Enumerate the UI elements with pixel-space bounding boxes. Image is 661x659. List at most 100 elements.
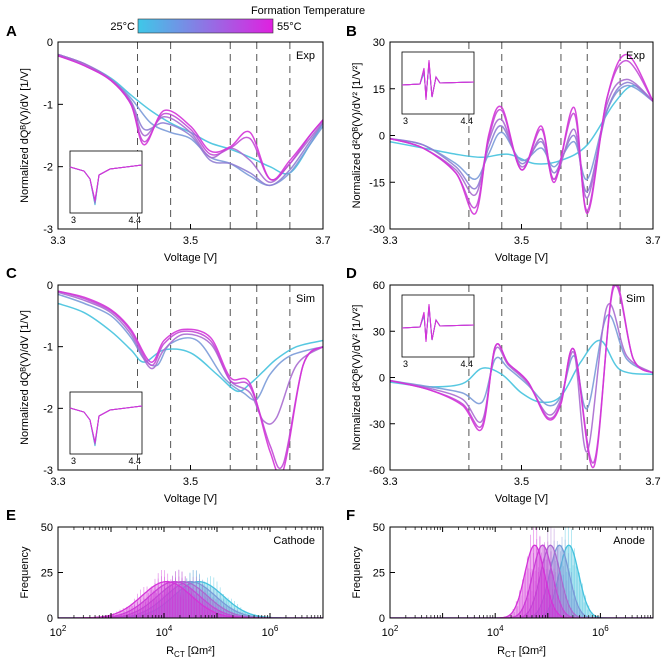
x-tick-base: 10 — [262, 627, 274, 639]
x-tick-label: 3.7 — [315, 476, 330, 488]
x-axis-label-sub: CT — [174, 650, 185, 659]
x-tick-label: 102 — [50, 624, 67, 639]
series-line — [390, 314, 653, 410]
plot-area — [390, 527, 653, 618]
inset-x-tick-label: 3 — [71, 215, 76, 225]
inset-frame — [401, 294, 475, 358]
x-tick-label: 104 — [487, 624, 504, 639]
series-area — [58, 581, 323, 618]
x-tick-label: 3.7 — [645, 235, 660, 247]
panels-container: A 3.3 3.5 3.7 -3 -2 -1 0 Voltage [V] Normalized d… — [6, 23, 661, 659]
y-tick-label: -2 — [43, 162, 53, 174]
x-tick-label: 3.5 — [183, 476, 198, 488]
y-tick-label: -30 — [369, 224, 385, 236]
series-line — [390, 81, 653, 193]
y-tick-label: 50 — [41, 522, 53, 534]
inset-series-line — [69, 164, 143, 201]
panel-letter: C — [6, 265, 17, 282]
x-tick-label: 3.5 — [183, 235, 198, 247]
y-tick-label: -60 — [369, 465, 385, 477]
fit-curve — [390, 544, 653, 618]
y-tick-label: 60 — [373, 280, 385, 292]
inset-x-tick-label: 4.4 — [128, 456, 141, 466]
panel-d: D 3.3 3.5 3.7 -60 -30 0 30 60 Voltage [V] Normaliz… — [346, 265, 661, 505]
x-tick-label: 106 — [592, 624, 609, 639]
panel-letter: F — [346, 507, 355, 524]
x-tick-exponent: 6 — [604, 624, 609, 633]
x-tick-exponent: 2 — [394, 624, 399, 633]
legend-high-label: 55°C — [277, 21, 302, 33]
x-tick-label: 3.3 — [382, 476, 397, 488]
plot-area — [58, 53, 323, 187]
series-line — [58, 302, 323, 393]
y-tick-label: 0 — [47, 613, 53, 625]
x-tick-base: 10 — [487, 627, 499, 639]
inset-x-tick-label: 4.4 — [460, 116, 473, 126]
x-tick-label: 102 — [382, 624, 399, 639]
y-tick-label: 0 — [47, 280, 53, 292]
panel-annotation: Anode — [613, 535, 645, 547]
panel-annotation: Exp — [296, 50, 315, 62]
y-tick-label: 0 — [379, 373, 385, 385]
series-line — [58, 55, 323, 181]
panel-a: A 3.3 3.5 3.7 -3 -2 -1 0 Voltage [V] Normalized d… — [6, 23, 331, 264]
x-axis-label-unit: [Ωm²] — [188, 645, 215, 657]
x-tick-exponent: 6 — [274, 624, 279, 633]
inset-frame — [69, 391, 143, 455]
x-tick-label: 106 — [262, 624, 279, 639]
y-tick-label: 25 — [41, 568, 53, 580]
x-axis-label: RCT [Ωm²] — [166, 645, 215, 659]
panel-annotation: Sim — [296, 293, 315, 305]
x-tick-label: 3.5 — [514, 235, 529, 247]
fit-curve — [58, 580, 323, 618]
legend-title: Formation Temperature — [251, 5, 365, 17]
y-tick-label: 50 — [373, 522, 385, 534]
x-axis-label: Voltage [V] — [495, 493, 548, 505]
x-axis-label-main: R — [166, 645, 174, 657]
y-tick-label: -1 — [43, 99, 53, 111]
x-axis-label: Voltage [V] — [495, 252, 548, 264]
inset-frame — [401, 51, 475, 115]
y-axis-label: Normalized dQᴮ(V)/dV [1/V] — [19, 68, 31, 203]
series-line — [390, 339, 653, 404]
x-tick-exponent: 2 — [62, 624, 67, 633]
y-tick-label: -15 — [369, 177, 385, 189]
series-area — [58, 581, 323, 618]
series-line — [58, 290, 323, 470]
y-axis-label: Frequency — [19, 546, 31, 598]
inset-plot: 3 4.4 — [401, 294, 475, 369]
y-tick-label: -3 — [43, 224, 53, 236]
fit-curve — [390, 544, 653, 618]
x-axis-label: Voltage [V] — [164, 493, 217, 505]
y-axis-label: Normalized dQᴮ(V)/dV [1/V] — [19, 310, 31, 445]
x-tick-label: 104 — [156, 624, 173, 639]
plot-area — [58, 569, 323, 618]
panel-letter: A — [6, 23, 17, 40]
panel-letter: D — [346, 265, 357, 282]
y-tick-label: -2 — [43, 403, 53, 415]
x-axis-label-unit: [Ωm²] — [519, 645, 546, 657]
series-line — [390, 84, 653, 165]
x-tick-label: 3.5 — [514, 476, 529, 488]
panel-annotation: Sim — [626, 293, 645, 305]
inset-series-line — [401, 303, 475, 343]
series-line — [58, 291, 323, 425]
x-tick-label: 3.7 — [315, 235, 330, 247]
inset-x-tick-label: 3 — [403, 116, 408, 126]
plot-area — [390, 285, 653, 468]
y-axis-label: Normalized d²Qᴮ(V)/dV² [1/V²] — [351, 63, 363, 209]
y-tick-label: 15 — [373, 84, 385, 96]
x-axis-label: Voltage [V] — [164, 252, 217, 264]
y-tick-label: 25 — [373, 568, 385, 580]
x-tick-label: 3.3 — [50, 476, 65, 488]
x-axis-label-sub: CT — [505, 650, 516, 659]
y-tick-label: 0 — [379, 613, 385, 625]
y-axis-label: Normalized d²Qᴮ(V)/dV² [1/V²] — [351, 305, 363, 451]
fit-curve — [58, 580, 323, 618]
inset-x-tick-label: 4.4 — [128, 215, 141, 225]
y-tick-label: 0 — [47, 37, 53, 49]
legend-low-label: 25°C — [110, 21, 135, 33]
series-line — [390, 303, 653, 453]
